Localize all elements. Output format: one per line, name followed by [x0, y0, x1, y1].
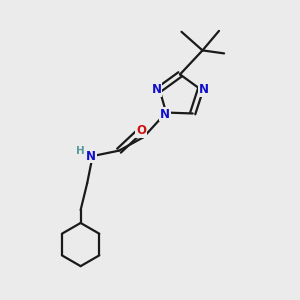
Text: N: N: [86, 149, 96, 163]
Text: H: H: [76, 146, 85, 156]
Text: N: N: [152, 83, 161, 96]
Text: N: N: [199, 83, 208, 96]
Text: N: N: [160, 107, 170, 121]
Text: O: O: [136, 124, 146, 137]
